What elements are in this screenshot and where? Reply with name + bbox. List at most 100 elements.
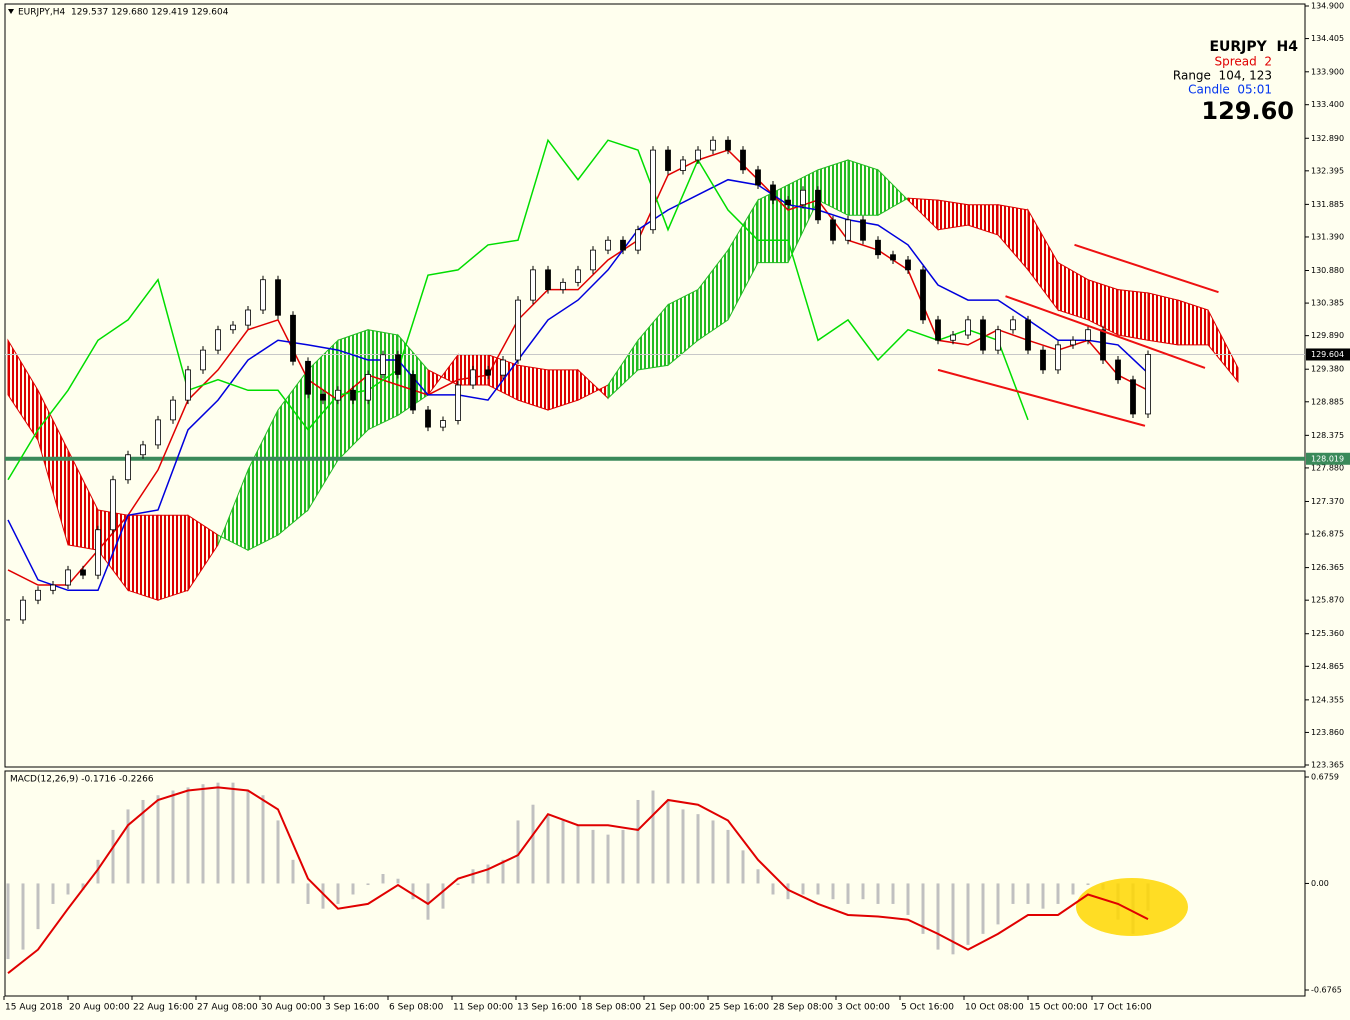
macd-bar <box>771 883 775 895</box>
macd-bar <box>456 883 460 886</box>
candle <box>1130 379 1136 415</box>
candle <box>890 254 896 261</box>
macd-bar <box>1056 883 1060 904</box>
macd-bar <box>936 883 940 950</box>
macd-bar <box>981 883 985 934</box>
macd-label: MACD(12,26,9) -0.1716 -0.2266 <box>10 775 154 785</box>
candle <box>1040 349 1046 371</box>
candle <box>20 599 26 621</box>
candle <box>275 279 281 316</box>
macd-bar <box>51 883 55 904</box>
candle <box>1055 344 1061 371</box>
candle <box>635 229 641 251</box>
macd-bar <box>141 799 145 884</box>
cloud-segment <box>127 514 159 601</box>
macd-bar <box>531 804 535 884</box>
x-tick-label: 3 Oct 00:00 <box>837 1003 890 1013</box>
macd-bar <box>1086 883 1090 886</box>
candle <box>1100 329 1106 361</box>
signal-line <box>7 786 1149 974</box>
candle <box>200 349 206 371</box>
candle <box>260 279 266 311</box>
macd-bar <box>261 795 265 884</box>
x-tick-label: 6 Sep 08:00 <box>389 1003 444 1013</box>
y-tick-label: 130.385 <box>1311 299 1344 308</box>
candle <box>1085 329 1091 341</box>
indicator-line <box>7 138 1029 481</box>
x-tick-label: 20 Aug 00:00 <box>69 1003 130 1013</box>
macd-bar <box>1041 883 1045 909</box>
candle <box>1145 354 1151 415</box>
macd-bar <box>186 787 190 884</box>
macd-bar <box>216 782 220 884</box>
candle <box>650 149 656 231</box>
candle <box>245 309 251 326</box>
candle <box>980 319 986 351</box>
trendline <box>1005 295 1206 369</box>
menu-arrow[interactable] <box>8 9 14 14</box>
macd-bar <box>96 859 100 884</box>
x-tick-label: 17 Oct 16:00 <box>1093 1003 1152 1013</box>
macd-bar <box>501 859 505 884</box>
y-tick-label: 0.00 <box>1311 879 1329 888</box>
candle <box>350 389 356 401</box>
macd-bar <box>126 809 130 884</box>
macd-bar <box>801 883 805 895</box>
candle <box>65 569 71 586</box>
y-tick-label: 129.890 <box>1311 331 1344 340</box>
macd-bar <box>561 820 565 884</box>
macd-bar <box>816 883 820 895</box>
macd-bar <box>471 869 475 884</box>
macd-bar <box>786 883 790 900</box>
x-tick-label: 27 Aug 08:00 <box>197 1003 258 1013</box>
macd-bar <box>756 869 760 884</box>
x-tick-label: 3 Sep 16:00 <box>325 1003 380 1013</box>
candle <box>1010 319 1016 331</box>
candle <box>140 444 146 456</box>
y-tick-label: 123.860 <box>1311 728 1344 737</box>
macd-bar <box>81 883 85 890</box>
candle <box>620 239 626 251</box>
candle <box>860 219 866 241</box>
macd-bar <box>921 883 925 934</box>
candle <box>695 149 701 161</box>
candle <box>740 149 746 171</box>
macd-bar <box>876 883 880 904</box>
x-tick-label: 5 Oct 16:00 <box>901 1003 954 1013</box>
x-tick-label: 25 Sep 16:00 <box>709 1003 769 1013</box>
y-tick-label: 130.880 <box>1311 266 1344 275</box>
chart-header: EURJPY,H4 129.537 129.680 129.419 129.60… <box>18 8 229 18</box>
candle <box>605 239 611 251</box>
macd-bar <box>651 790 655 884</box>
macd-bar <box>831 883 835 900</box>
candle <box>665 149 671 171</box>
x-tick-label: 30 Aug 00:00 <box>261 1003 322 1013</box>
candle <box>35 589 41 601</box>
y-tick-label: 128.885 <box>1311 397 1344 406</box>
macd-bar <box>336 883 340 904</box>
candle <box>380 354 386 375</box>
y-tick-label: 133.400 <box>1311 100 1344 109</box>
macd-bar <box>441 883 445 909</box>
y-tick-label: 133.900 <box>1311 67 1344 76</box>
candle <box>710 139 716 151</box>
candle <box>530 269 536 301</box>
candle <box>170 399 176 421</box>
x-tick-label: 11 Sep 00:00 <box>453 1003 513 1013</box>
candle <box>905 259 911 271</box>
macd-bar <box>201 784 205 884</box>
candle <box>680 159 686 171</box>
candle <box>830 219 836 241</box>
cloud-segment <box>847 159 879 216</box>
macd-bar <box>681 809 685 884</box>
macd-bar <box>1011 883 1015 904</box>
trendline <box>937 368 1146 427</box>
macd-bar <box>996 883 1000 925</box>
macd-bar <box>951 883 955 955</box>
candle <box>785 199 791 206</box>
macd-bar <box>21 883 25 950</box>
candle <box>770 184 776 201</box>
y-tick-label: 131.885 <box>1311 200 1344 209</box>
candle <box>110 479 116 531</box>
